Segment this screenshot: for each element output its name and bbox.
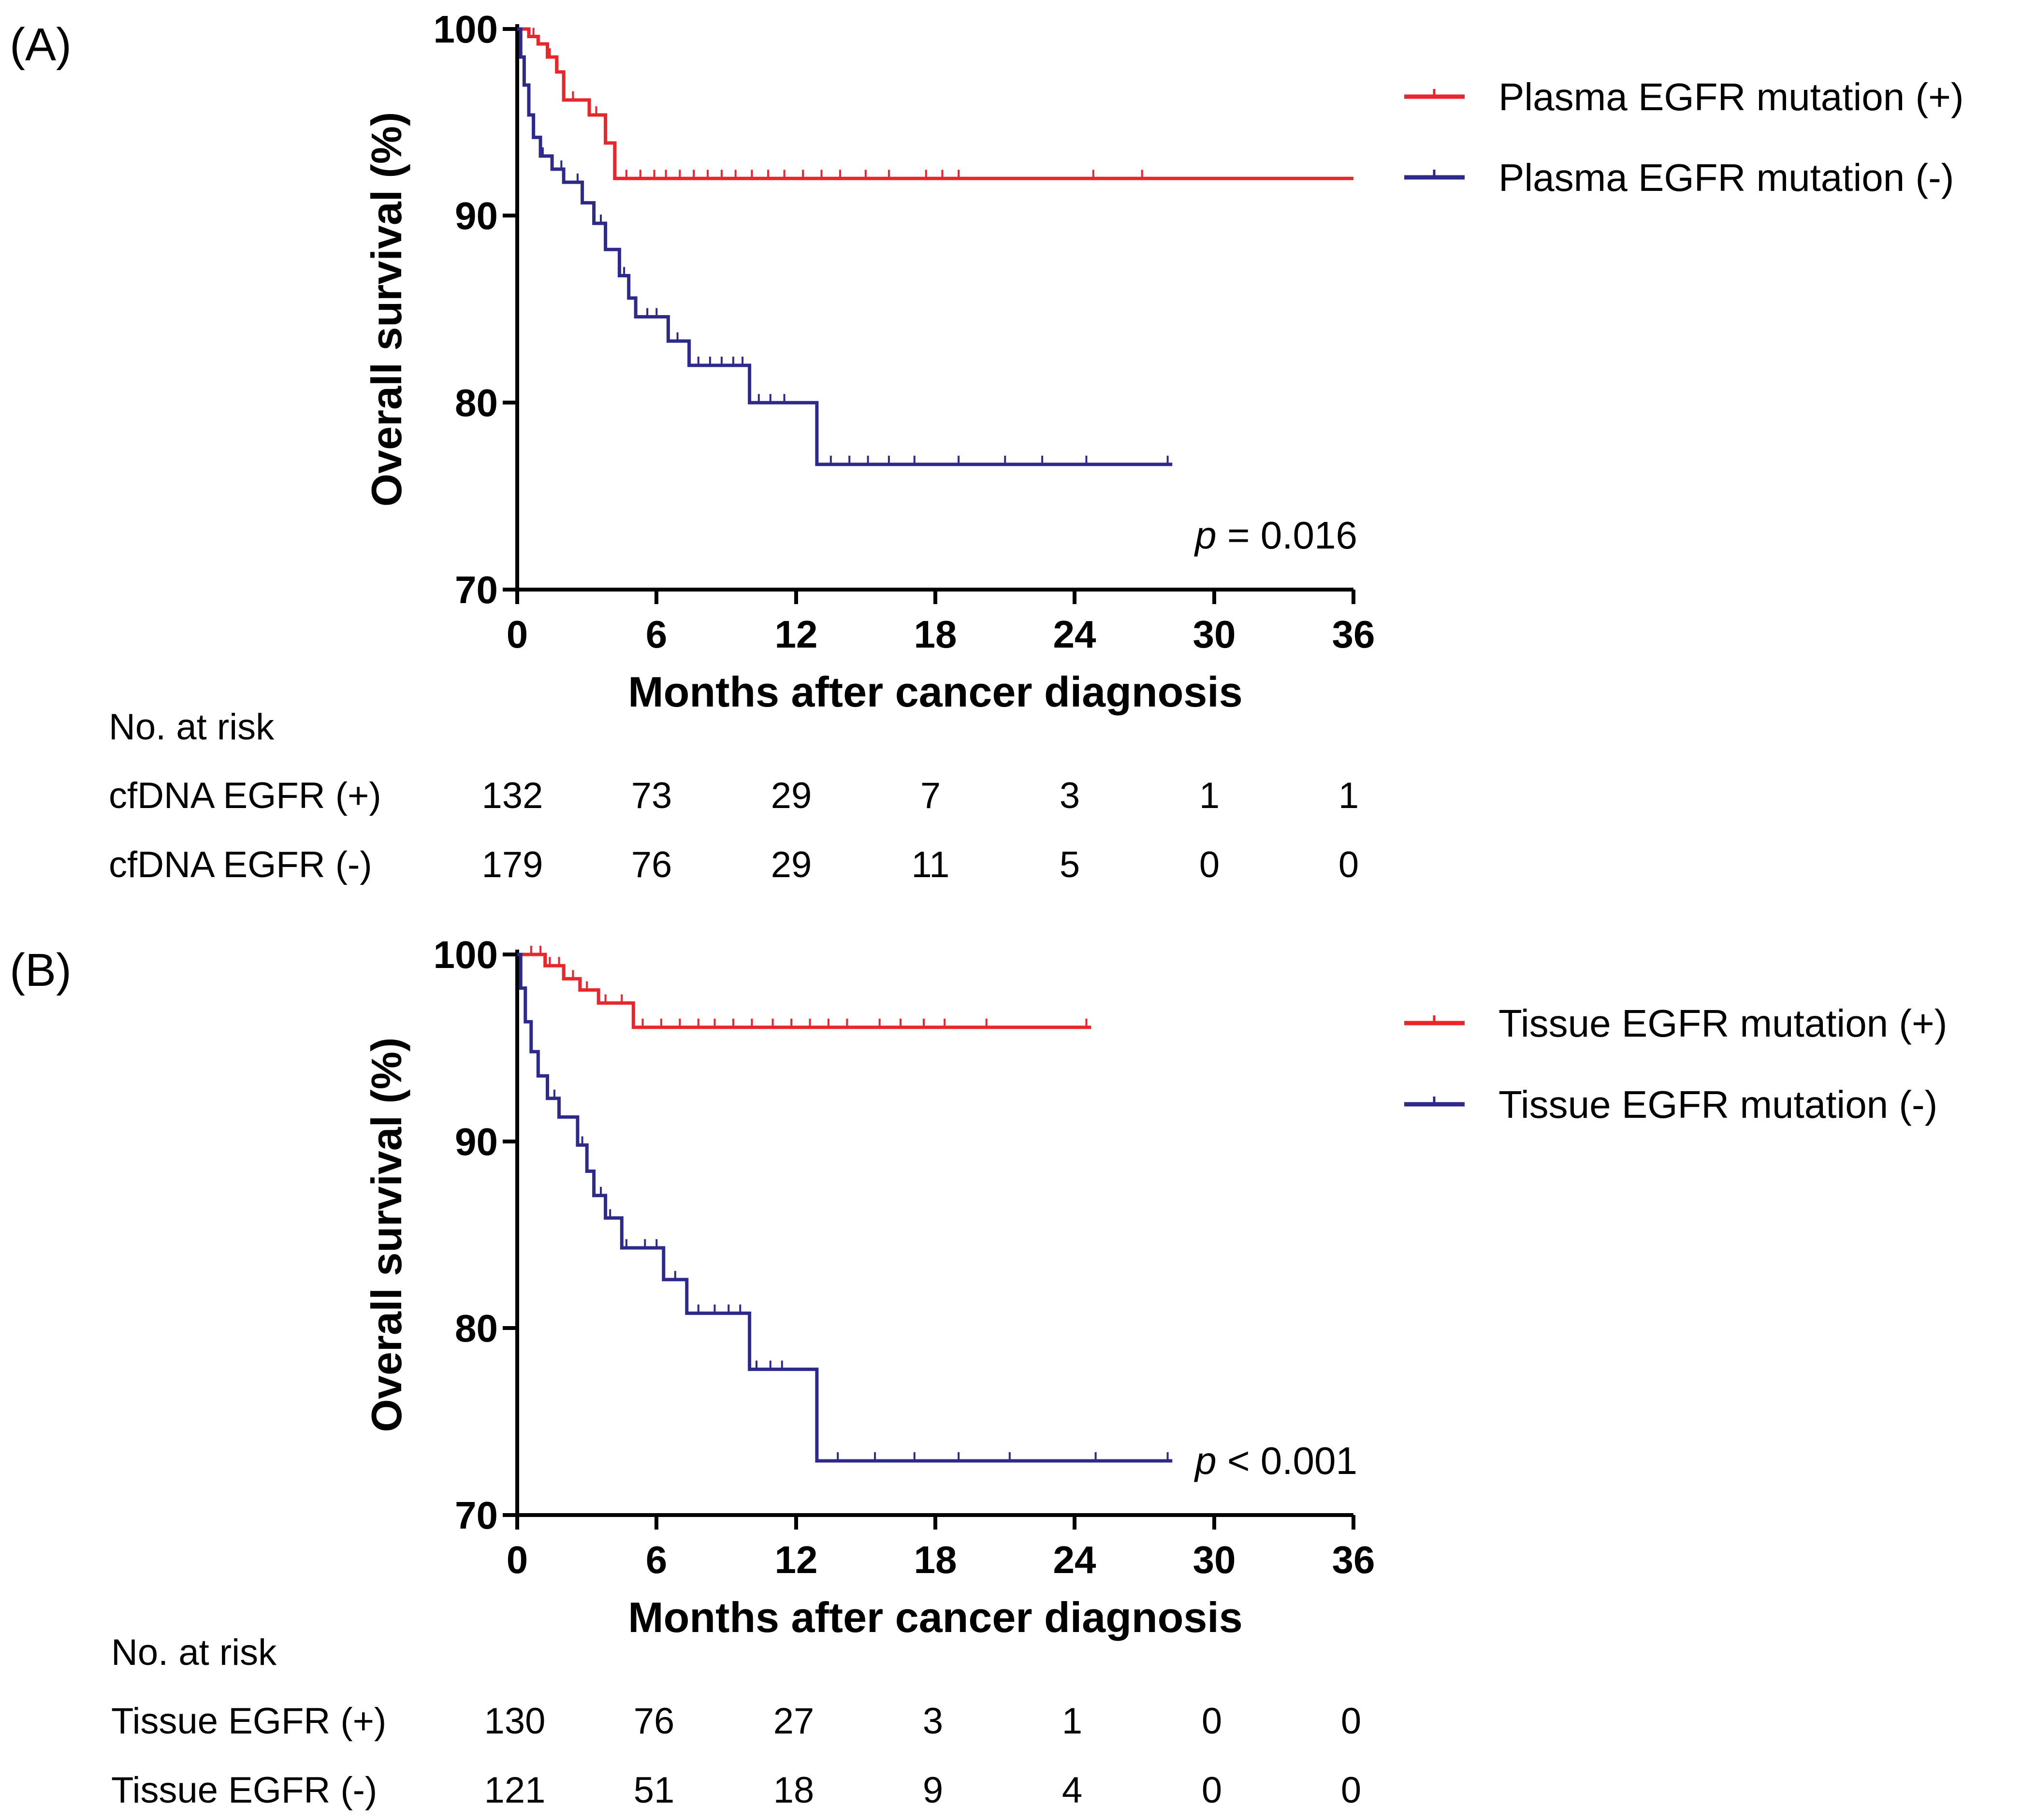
panel-b-risk-minus-36: 0 [1341, 1770, 1361, 1811]
panel-a-risk-minus-30: 0 [1199, 844, 1220, 885]
panel-a-x-axis-title: Months after cancer diagnosis [628, 668, 1242, 716]
panel-a-p-text: = 0.016 [1217, 514, 1357, 557]
panel-b-legend-label-plus: Tissue EGFR mutation (+) [1498, 1002, 1947, 1045]
panel-a-risk-plus-6: 73 [631, 775, 672, 816]
panel-a-risk-plus-30: 1 [1199, 775, 1220, 816]
panel-a-plot-area [517, 27, 1353, 466]
panel-a-x-tick-label-0: 0 [507, 613, 528, 656]
panel-b-risk-minus-0: 121 [484, 1770, 546, 1811]
panel-b-risk-header: No. at risk [111, 1632, 277, 1673]
panel-a-y-tick-label-80: 80 [455, 381, 498, 424]
panel-a-label: (A) [10, 19, 72, 71]
panel-b-risk-row-label-minus: Tissue EGFR (-) [111, 1770, 377, 1811]
panel-b-risk-plus-6: 76 [634, 1701, 675, 1742]
panel-b-risk-table: No. at risk Tissue EGFR (+) Tissue EGFR … [111, 1632, 1361, 1811]
panel-a-risk-table: No. at risk cfDNA EGFR (+) cfDNA EGFR (-… [109, 707, 1359, 885]
panel-a-risk-minus-18: 11 [912, 844, 950, 885]
panel-a-p-symbol: p [1194, 514, 1217, 557]
panel-b-risk-plus-24: 1 [1062, 1701, 1082, 1742]
panel-a-x-tick-label-18: 18 [914, 613, 957, 656]
panel-b-y-axis-title: Overall survival (%) [363, 1038, 410, 1432]
panel-b-p-symbol: p [1194, 1439, 1217, 1482]
panel-a-risk-minus-6: 76 [631, 844, 672, 885]
panel-b-risk-plus-30: 0 [1202, 1701, 1222, 1742]
panel-b: (B) Overall survival (%) 100 90 80 70 0 … [10, 933, 1947, 1811]
panel-b-curve-plus [517, 953, 1091, 1029]
panel-a-y-tick-label-90: 90 [455, 194, 498, 237]
panel-b-x-tick-label-36: 36 [1332, 1538, 1375, 1581]
panel-b-risk-plus-18: 3 [923, 1701, 943, 1742]
panel-b-x-tick-label-18: 18 [914, 1538, 957, 1581]
panel-b-x-axis-title: Months after cancer diagnosis [628, 1593, 1242, 1641]
panel-b-risk-row-label-plus: Tissue EGFR (+) [111, 1701, 386, 1742]
panel-b-y-tick-label-70: 70 [455, 1494, 498, 1537]
panel-b-plot-area [517, 946, 1173, 1463]
panel-b-risk-minus-30: 0 [1202, 1770, 1222, 1811]
panel-b-x-tick-label-0: 0 [507, 1538, 528, 1581]
panel-a-curve-plus [517, 27, 1353, 180]
panel-a-risk-minus-0: 179 [482, 844, 543, 885]
panel-a-x-tick-label-36: 36 [1332, 613, 1375, 656]
panel-b-x-tick-label-6: 6 [646, 1538, 668, 1581]
panel-a-risk-minus-24: 5 [1060, 844, 1080, 885]
panel-a-x-tick-label-30: 30 [1193, 613, 1236, 656]
panel-b-legend: Tissue EGFR mutation (+) Tissue EGFR mut… [1404, 1002, 1947, 1126]
panel-a-x-tick-label-12: 12 [775, 613, 818, 656]
panel-b-legend-label-minus: Tissue EGFR mutation (-) [1498, 1083, 1937, 1126]
panel-a-x-tick-label-6: 6 [646, 613, 668, 656]
panel-a-y-tick-label-100: 100 [434, 8, 498, 51]
panel-a-x-tick-label-24: 24 [1053, 613, 1096, 656]
panel-a-risk-row-label-plus: cfDNA EGFR (+) [109, 775, 381, 816]
panel-b-label: (B) [10, 944, 72, 996]
panel-a-risk-plus-36: 1 [1338, 775, 1359, 816]
panel-a-risk-plus-12: 29 [771, 775, 812, 816]
panel-a-risk-plus-0: 132 [482, 775, 543, 816]
panel-b-risk-minus-6: 51 [634, 1770, 675, 1811]
panel-b-y-tick-label-100: 100 [434, 933, 498, 976]
panel-b-y-tick-label-90: 90 [455, 1120, 498, 1163]
panel-a-curve-minus [517, 27, 1173, 466]
panel-a-legend: Plasma EGFR mutation (+) Plasma EGFR mut… [1404, 75, 1964, 199]
panel-b-risk-plus-12: 27 [773, 1701, 814, 1742]
panel-b-risk-plus-36: 0 [1341, 1701, 1361, 1742]
panel-a-risk-minus-12: 29 [771, 844, 812, 885]
panel-a-legend-label-minus: Plasma EGFR mutation (-) [1498, 156, 1954, 199]
panel-a: (A) Overall survival (%) 100 90 80 70 0 … [10, 8, 1964, 885]
panel-b-p-text: < 0.001 [1217, 1439, 1357, 1482]
panel-a-p-value: p = 0.016 [1194, 514, 1357, 557]
panel-b-x-tick-label-24: 24 [1053, 1538, 1096, 1581]
panel-a-legend-label-plus: Plasma EGFR mutation (+) [1498, 75, 1964, 118]
panel-a-risk-plus-24: 3 [1060, 775, 1080, 816]
panel-a-risk-minus-36: 0 [1338, 844, 1359, 885]
panel-b-x-tick-label-30: 30 [1193, 1538, 1236, 1581]
panel-a-risk-plus-18: 7 [920, 775, 941, 816]
panel-a-risk-header: No. at risk [109, 707, 275, 748]
panel-b-risk-plus-0: 130 [484, 1701, 546, 1742]
panel-b-x-tick-label-12: 12 [775, 1538, 818, 1581]
panel-b-curve-minus [517, 953, 1173, 1463]
panel-a-risk-row-label-minus: cfDNA EGFR (-) [109, 844, 372, 885]
panel-b-p-value: p < 0.001 [1194, 1439, 1357, 1482]
panel-a-y-tick-label-70: 70 [455, 568, 498, 611]
panel-b-risk-minus-24: 4 [1062, 1770, 1082, 1811]
panel-a-y-axis-title: Overall survival (%) [363, 112, 410, 507]
panel-b-risk-minus-18: 9 [923, 1770, 943, 1811]
panel-b-y-tick-label-80: 80 [455, 1307, 498, 1350]
panel-b-risk-minus-12: 18 [773, 1770, 814, 1811]
